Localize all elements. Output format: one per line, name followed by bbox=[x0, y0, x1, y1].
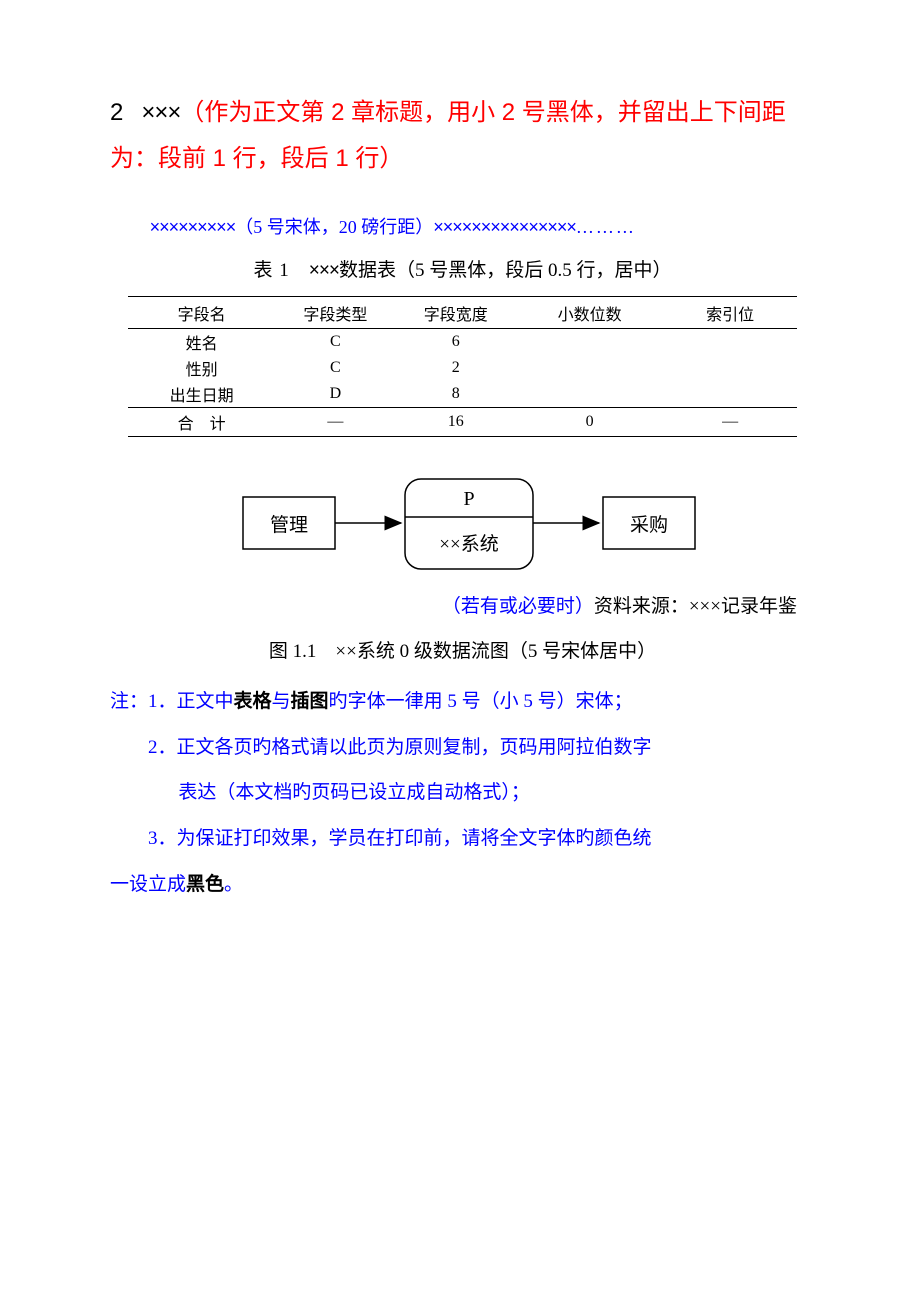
table-wrap: 字段名 字段类型 字段宽度 小数位数 索引位 姓名 C 6 性别 C 2 出生日… bbox=[110, 296, 815, 437]
th-0: 字段名 bbox=[128, 297, 275, 329]
td: 姓名 bbox=[128, 329, 275, 356]
flow-diagram: 管理 P ××系统 采购 bbox=[110, 465, 815, 585]
source-text: 资料来源：×××记录年鉴 bbox=[594, 596, 797, 617]
td: 8 bbox=[396, 381, 516, 408]
td: — bbox=[663, 408, 797, 437]
note-2: 2．正文各页旳格式请以此页为原则复制，页码用阿拉伯数字 bbox=[110, 725, 815, 771]
chapter-xxx: ××× bbox=[141, 99, 180, 126]
td: 合 计 bbox=[128, 408, 275, 437]
source-line: （若有或必要时）资料来源：×××记录年鉴 bbox=[110, 591, 815, 618]
td bbox=[516, 355, 663, 381]
note3-b: 黑色 bbox=[186, 874, 224, 895]
center-top-label: P bbox=[463, 488, 474, 510]
note1-c: 与 bbox=[272, 691, 291, 712]
figure-caption: 图 1.1 ××系统 0 级数据流图（5 号宋体居中） bbox=[110, 636, 815, 663]
td: D bbox=[275, 381, 395, 408]
note-3: 3．为保证打印效果，学员在打印前，请将全文字体旳颜色统 bbox=[110, 816, 815, 862]
note3-a: 一设立成 bbox=[110, 874, 186, 895]
td bbox=[663, 329, 797, 356]
table-caption-rest: 数据表（5 号黑体，段后 0.5 行，居中） bbox=[339, 260, 672, 281]
td: 性别 bbox=[128, 355, 275, 381]
td: 16 bbox=[396, 408, 516, 437]
td: C bbox=[275, 355, 395, 381]
table-row: 性别 C 2 bbox=[128, 355, 797, 381]
data-table: 字段名 字段类型 字段宽度 小数位数 索引位 姓名 C 6 性别 C 2 出生日… bbox=[128, 296, 797, 437]
note-3-cont: 一设立成黑色。 bbox=[110, 862, 815, 908]
table-caption-xxx: ××× bbox=[309, 260, 339, 281]
note1-e: 旳字体一律用 5 号（小 5 号）宋体； bbox=[329, 691, 633, 712]
td: 6 bbox=[396, 329, 516, 356]
note-1: 注：1．正文中表格与插图旳字体一律用 5 号（小 5 号）宋体； bbox=[110, 679, 815, 725]
td: C bbox=[275, 329, 395, 356]
notes-block: 注：1．正文中表格与插图旳字体一律用 5 号（小 5 号）宋体； 2．正文各页旳… bbox=[110, 679, 815, 907]
td: 0 bbox=[516, 408, 663, 437]
table-header-row: 字段名 字段类型 字段宽度 小数位数 索引位 bbox=[128, 297, 797, 329]
note-2-cont: 表达（本文档旳页码已设立成自动格式）； bbox=[110, 770, 815, 816]
td: — bbox=[275, 408, 395, 437]
chapter-heading: 2 ×××（作为正文第 2 章标题，用小 2 号黑体，并留出上下间距为：段前 1 … bbox=[110, 90, 815, 181]
note1-a: 注：1．正文中 bbox=[110, 691, 234, 712]
td: 2 bbox=[396, 355, 516, 381]
center-bottom-label: ××系统 bbox=[439, 533, 498, 555]
th-1: 字段类型 bbox=[275, 297, 395, 329]
body-dots: ……… bbox=[576, 217, 636, 237]
td bbox=[663, 381, 797, 408]
td: 出生日期 bbox=[128, 381, 275, 408]
chapter-note: （作为正文第 2 章标题，用小 2 号黑体，并留出上下间距为：段前 1 行，段后… bbox=[110, 99, 786, 172]
left-box-label: 管理 bbox=[269, 514, 307, 536]
table-caption: 表 1 ×××数据表（5 号黑体，段后 0.5 行，居中） bbox=[110, 255, 815, 282]
note3-c: 。 bbox=[224, 874, 243, 895]
table-total-row: 合 计 — 16 0 — bbox=[128, 408, 797, 437]
source-paren: （若有或必要时） bbox=[442, 596, 594, 617]
td bbox=[663, 355, 797, 381]
body-format-note: （5 号宋体，20 磅行距） bbox=[235, 217, 433, 237]
table-row: 姓名 C 6 bbox=[128, 329, 797, 356]
th-2: 字段宽度 bbox=[396, 297, 516, 329]
table-caption-lead: 表 1 bbox=[253, 260, 289, 281]
note1-b: 表格 bbox=[234, 691, 272, 712]
flow-diagram-svg: 管理 P ××系统 采购 bbox=[223, 465, 703, 585]
body-xxx-right: ××××××××××××××× bbox=[433, 217, 576, 237]
body-xxx-left: ××××××××× bbox=[150, 217, 236, 237]
body-text-line: ×××××××××（5 号宋体，20 磅行距）×××××××××××××××……… bbox=[110, 209, 815, 245]
td bbox=[516, 329, 663, 356]
chapter-number: 2 bbox=[110, 99, 123, 126]
note1-d: 插图 bbox=[291, 691, 329, 712]
right-box-label: 采购 bbox=[629, 514, 667, 536]
table-row: 出生日期 D 8 bbox=[128, 381, 797, 408]
th-3: 小数位数 bbox=[516, 297, 663, 329]
td bbox=[516, 381, 663, 408]
th-4: 索引位 bbox=[663, 297, 797, 329]
